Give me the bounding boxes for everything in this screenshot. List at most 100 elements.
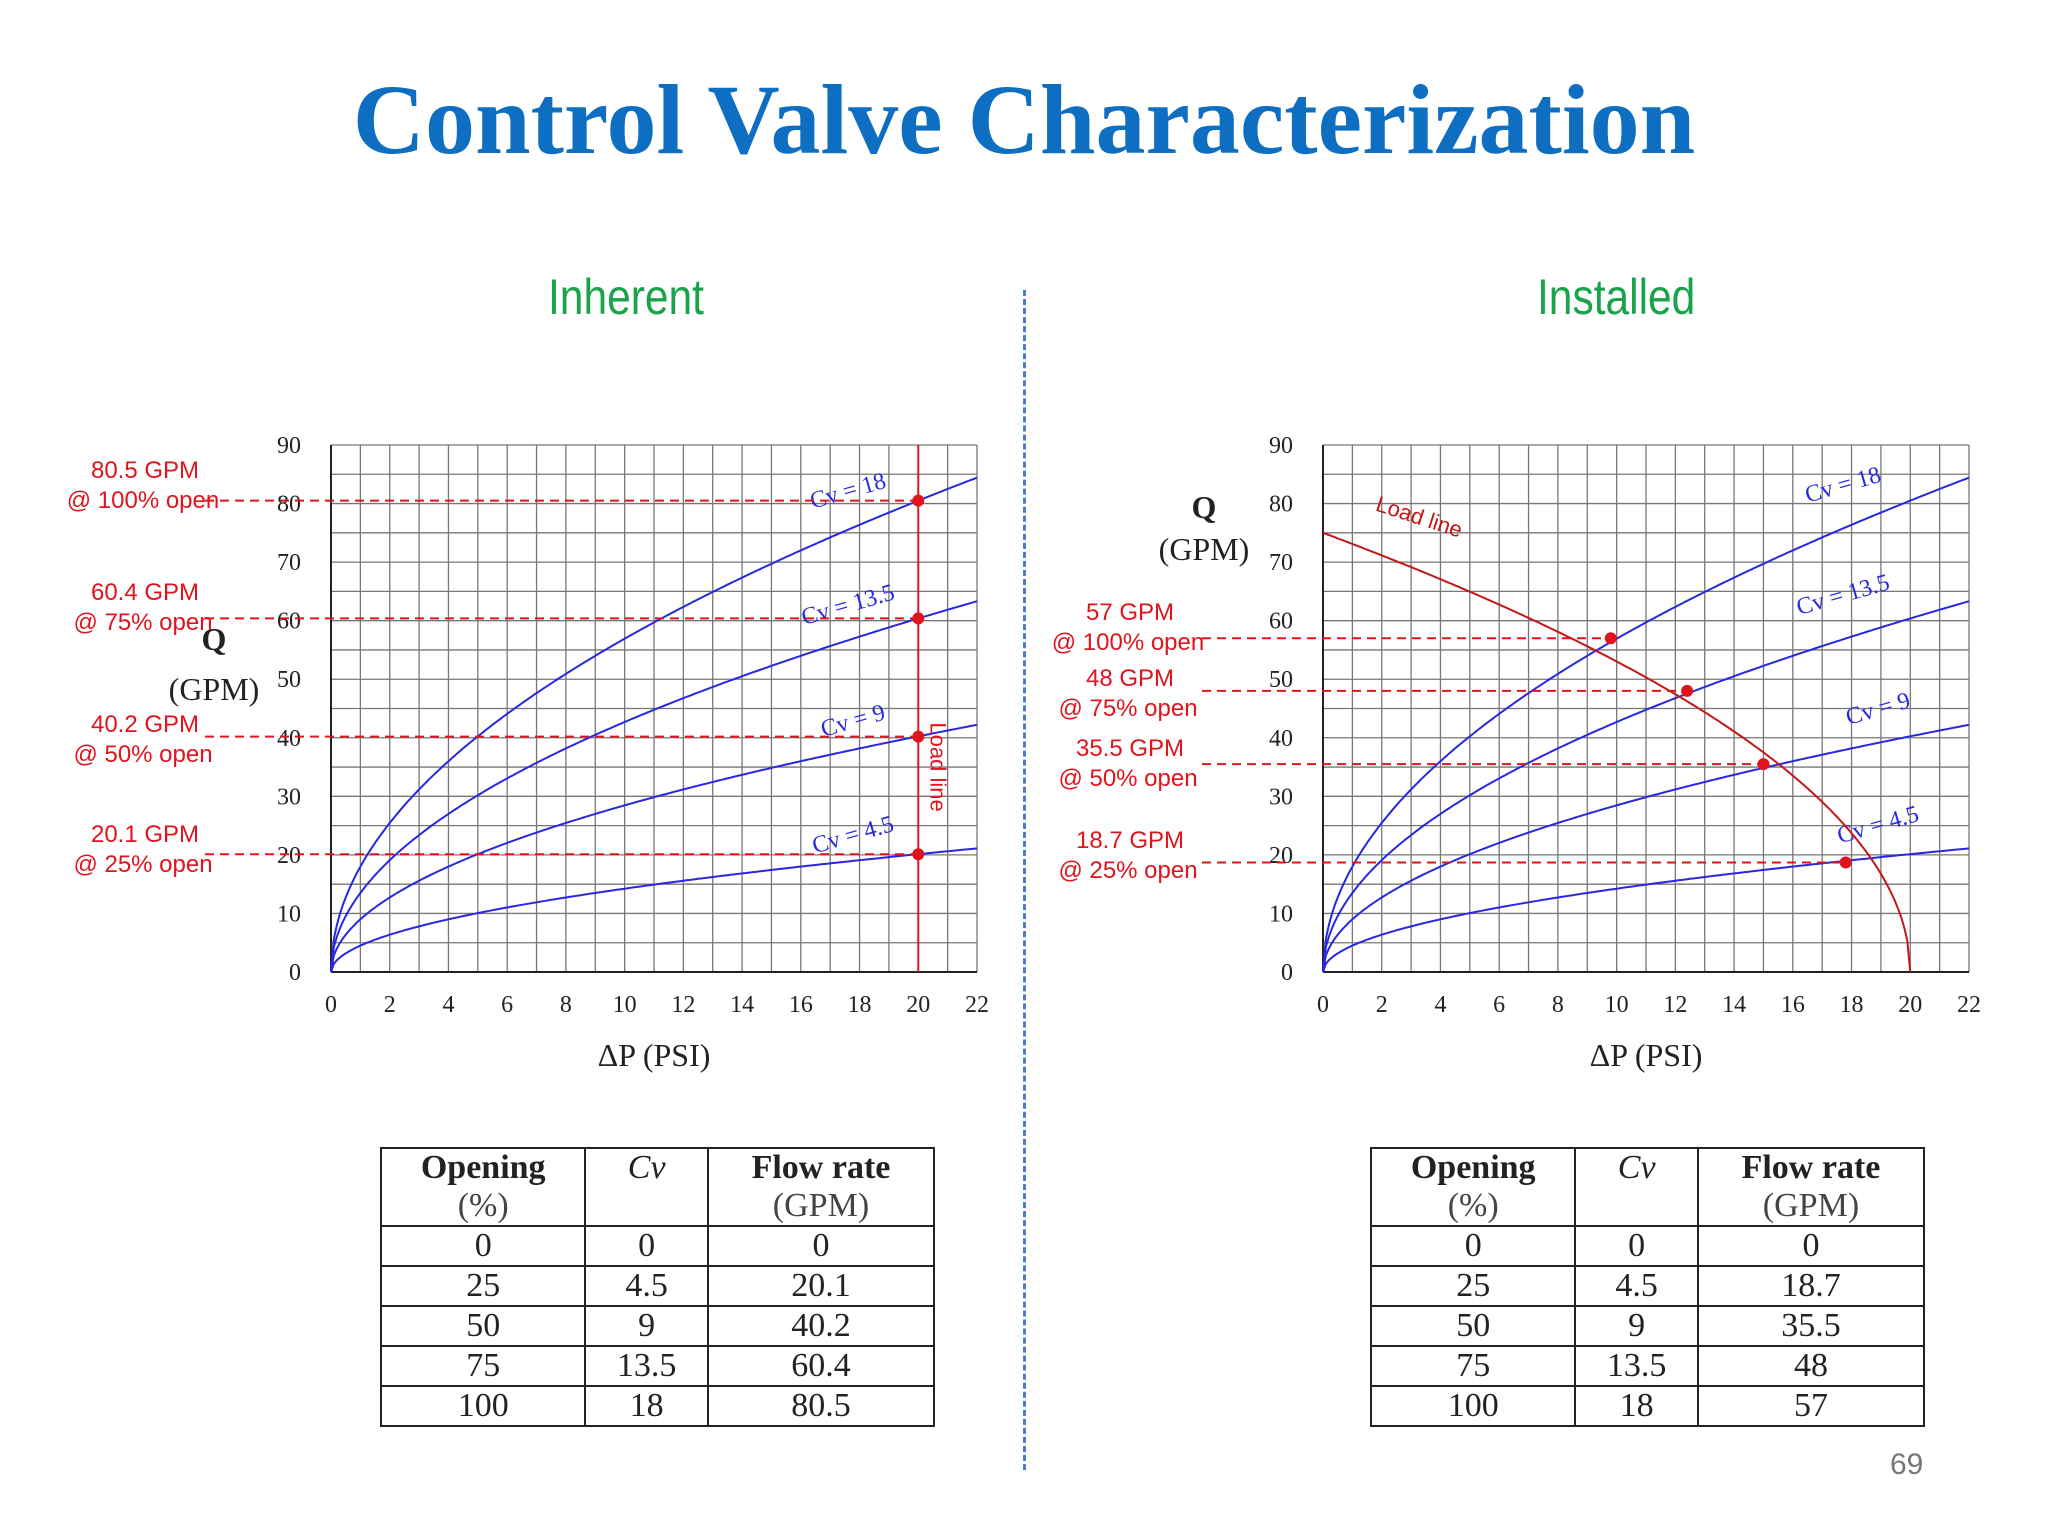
y-tick-label: 90 <box>277 433 301 459</box>
y-tick-label: 40 <box>1269 726 1293 752</box>
panel-divider <box>1023 290 1026 1470</box>
y-axis-unit: (GPM) <box>169 671 260 707</box>
header-flow-rate: Flow rate (GPM) <box>706 1147 936 1227</box>
x-tick-label: 6 <box>501 992 513 1018</box>
table-cell: 4.5 <box>584 1265 709 1307</box>
x-tick-label: 6 <box>1493 992 1505 1018</box>
y-tick-label: 70 <box>1269 550 1293 576</box>
x-axis-label: ΔP (PSI) <box>1590 1037 1703 1073</box>
table-cell: 0 <box>1574 1225 1699 1267</box>
x-tick-label: 18 <box>1840 992 1864 1018</box>
series-label: Cv = 18 <box>1802 462 1884 508</box>
table-cell: 18 <box>584 1385 709 1427</box>
table-row: 100 18 80.5 <box>379 1385 936 1427</box>
table-cell: 0 <box>1696 1225 1926 1267</box>
table-cell: 57 <box>1696 1385 1926 1427</box>
operating-point-label: 40.2 GPM <box>91 711 199 738</box>
x-tick-label: 0 <box>325 992 337 1018</box>
table-cell: 4.5 <box>1574 1265 1699 1307</box>
x-tick-label: 16 <box>1781 992 1805 1018</box>
table-cell: 80.5 <box>706 1385 936 1427</box>
table-cell: 100 <box>379 1385 587 1427</box>
operating-point-label: @ 25% open <box>73 851 212 878</box>
x-tick-label: 16 <box>789 992 813 1018</box>
header-cv: Cv <box>1574 1147 1699 1227</box>
table-cell: 25 <box>1369 1265 1577 1307</box>
operating-point <box>912 612 925 625</box>
operating-point-label: @ 75% open <box>73 609 212 636</box>
header-cv: Cv <box>584 1147 709 1227</box>
page-title: Control Valve Characterization <box>352 64 1696 175</box>
load-line-label: Load line <box>925 722 950 811</box>
operating-point <box>912 494 925 507</box>
table-cell: 0 <box>1369 1225 1577 1267</box>
operating-point-label: @ 50% open <box>1058 765 1197 792</box>
y-tick-label: 40 <box>277 726 301 752</box>
table-row: 25 4.5 20.1 <box>379 1265 936 1307</box>
inherent-chart: 0 2 4 6 8 10 12 14 16 18 20 22 0 10 20 30 40 50 60 70 80 90 ΔP… <box>67 433 989 1073</box>
table-cell: 40.2 <box>706 1305 936 1347</box>
table-cell: 13.5 <box>584 1345 709 1387</box>
x-axis-label: ΔP (PSI) <box>598 1037 711 1073</box>
x-tick-label: 2 <box>384 992 396 1018</box>
y-tick-label: 20 <box>277 843 301 869</box>
table-row: 50 9 35.5 <box>1369 1305 1926 1347</box>
operating-point-label: 57 GPM <box>1086 599 1174 626</box>
table-cell: 0 <box>706 1225 936 1267</box>
series-line-cv-13-5 <box>1322 600 1970 973</box>
y-tick-label: 60 <box>1269 609 1293 635</box>
series-label: Cv = 9 <box>1843 688 1913 731</box>
load-line-label: Load line <box>1373 491 1466 542</box>
x-tick-label: 2 <box>1376 992 1388 1018</box>
table-cell: 48 <box>1696 1345 1926 1387</box>
table-cell: 18.7 <box>1696 1265 1926 1307</box>
y-tick-label: 60 <box>277 609 301 635</box>
x-tick-label: 20 <box>906 992 930 1018</box>
y-tick-label: 30 <box>1269 784 1293 810</box>
y-tick-label: 80 <box>1269 492 1293 518</box>
y-tick-label: 10 <box>1269 901 1293 927</box>
operating-point-label: @ 25% open <box>1058 857 1197 884</box>
table-cell: 60.4 <box>706 1345 936 1387</box>
x-tick-label: 4 <box>1434 992 1446 1018</box>
y-tick-label: 50 <box>1269 667 1293 693</box>
series-line-cv-18 <box>1322 476 1970 973</box>
x-tick-label: 4 <box>442 992 454 1018</box>
operating-point <box>912 848 925 861</box>
y-tick-label: 20 <box>1269 843 1293 869</box>
table-row: 75 13.5 48 <box>1369 1345 1926 1387</box>
table-cell: 9 <box>1574 1305 1699 1347</box>
operating-point-label: @ 75% open <box>1058 695 1197 722</box>
x-tick-label: 8 <box>560 992 572 1018</box>
installed-subtitle: Installed <box>1537 269 1696 325</box>
operating-point <box>1604 632 1617 645</box>
table-row: 100 18 57 <box>1369 1385 1926 1427</box>
x-tick-label: 14 <box>730 992 754 1018</box>
operating-point <box>1757 758 1770 771</box>
table-cell: 50 <box>379 1305 587 1347</box>
series-line-cv-4-5 <box>1322 847 1970 973</box>
y-axis-label: Q <box>1192 489 1217 525</box>
table-row: 75 13.5 60.4 <box>379 1345 936 1387</box>
y-tick-label: 10 <box>277 901 301 927</box>
table-cell: 100 <box>1369 1385 1577 1427</box>
y-tick-label: 0 <box>1281 960 1293 986</box>
y-axis-label: Q <box>202 621 227 657</box>
x-tick-label: 10 <box>1605 992 1629 1018</box>
header-opening: Opening (%) <box>379 1147 587 1227</box>
table-cell: 18 <box>1574 1385 1699 1427</box>
table-row: 50 9 40.2 <box>379 1305 936 1347</box>
operating-point-label: @ 100% open <box>67 487 219 514</box>
x-tick-label: 0 <box>1317 992 1329 1018</box>
y-tick-label: 90 <box>1269 433 1293 459</box>
series-line-cv-9 <box>1322 723 1970 973</box>
operating-point-label: 35.5 GPM <box>1076 735 1184 762</box>
series-line-cv-13-5 <box>330 600 978 973</box>
x-tick-label: 8 <box>1552 992 1564 1018</box>
x-tick-label: 22 <box>965 992 989 1018</box>
operating-point <box>1681 684 1694 697</box>
x-tick-label: 22 <box>1957 992 1981 1018</box>
x-tick-label: 12 <box>1663 992 1687 1018</box>
